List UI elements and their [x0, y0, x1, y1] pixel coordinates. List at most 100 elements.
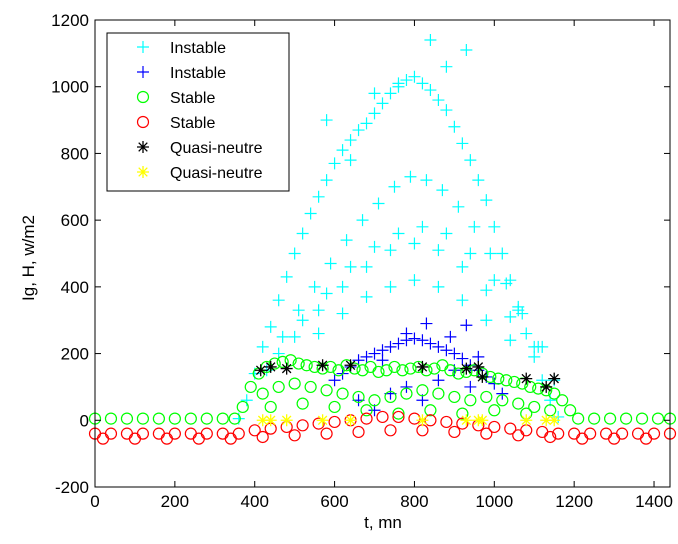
data-point — [296, 419, 309, 432]
data-point — [424, 84, 437, 97]
data-point — [324, 257, 337, 270]
y-tick-label: 1000 — [51, 78, 89, 97]
data-point — [619, 412, 633, 425]
data-point — [152, 412, 165, 425]
data-point — [460, 414, 473, 427]
data-point — [352, 390, 365, 404]
legend-label: Quasi-neutre — [170, 165, 263, 182]
data-point — [456, 137, 469, 150]
data-point — [456, 294, 469, 307]
data-point — [344, 359, 357, 372]
data-point — [480, 284, 493, 297]
data-point — [480, 390, 493, 404]
data-point — [639, 432, 653, 445]
data-point — [184, 412, 197, 425]
data-point — [254, 364, 267, 377]
data-point — [472, 350, 485, 363]
y-tick-label: -200 — [55, 478, 89, 497]
data-point — [488, 404, 501, 417]
data-point — [548, 414, 561, 427]
data-point — [328, 415, 341, 429]
data-point — [432, 280, 445, 293]
data-point — [360, 404, 373, 417]
data-point — [392, 407, 405, 420]
data-point — [292, 357, 305, 370]
data-point — [460, 362, 473, 375]
data-point — [320, 287, 333, 300]
data-point — [392, 337, 405, 350]
data-point — [440, 227, 453, 240]
series-6 — [256, 414, 561, 427]
data-point — [356, 364, 369, 377]
y-tick-label: 400 — [61, 278, 89, 297]
data-point — [284, 354, 297, 367]
data-point — [540, 380, 553, 393]
y-tick-label: 800 — [61, 144, 89, 163]
data-point — [500, 277, 513, 290]
data-point — [336, 280, 349, 293]
data-point — [472, 360, 485, 373]
data-point — [368, 87, 381, 100]
data-point — [312, 417, 325, 430]
data-point — [456, 407, 469, 420]
data-point — [168, 412, 181, 425]
data-point — [272, 380, 285, 394]
x-tick-label: 600 — [320, 492, 348, 511]
data-point — [308, 280, 321, 293]
data-point — [424, 34, 437, 47]
data-point — [160, 432, 173, 445]
data-point — [408, 237, 421, 250]
data-point — [360, 350, 373, 363]
data-point — [400, 387, 413, 400]
data-point — [508, 375, 521, 389]
data-point — [388, 180, 401, 193]
data-point — [268, 357, 281, 370]
legend-label: Stable — [170, 115, 215, 132]
data-point — [460, 319, 473, 332]
data-point — [408, 70, 421, 83]
data-point — [384, 244, 397, 257]
data-point — [436, 184, 449, 197]
data-point — [448, 120, 461, 133]
data-point — [240, 394, 253, 407]
data-point — [344, 414, 357, 427]
data-point — [444, 364, 457, 377]
data-point — [408, 332, 421, 345]
data-point — [548, 372, 561, 385]
data-point — [360, 117, 373, 130]
legend-box — [106, 32, 290, 192]
data-point — [512, 304, 525, 317]
data-point — [424, 404, 437, 417]
data-point — [392, 410, 405, 424]
data-point — [348, 362, 361, 375]
data-point — [104, 412, 118, 425]
data-point — [544, 430, 557, 444]
data-point — [136, 412, 150, 425]
data-point — [520, 414, 533, 427]
data-point — [635, 412, 649, 425]
data-point — [360, 290, 373, 303]
series-5 — [254, 359, 561, 393]
data-point — [484, 247, 497, 260]
data-point — [280, 414, 293, 427]
data-point — [336, 307, 349, 320]
data-point — [392, 227, 405, 240]
data-point — [288, 377, 301, 390]
data-point — [120, 412, 134, 425]
data-point — [376, 410, 389, 424]
data-point — [384, 87, 397, 100]
data-point — [512, 397, 525, 410]
data-point — [280, 362, 293, 375]
data-point — [564, 404, 577, 417]
data-point — [368, 240, 381, 253]
x-tick-label: 1000 — [475, 492, 513, 511]
data-point — [360, 260, 373, 273]
data-point — [607, 432, 621, 445]
data-point — [420, 174, 433, 187]
data-point — [404, 170, 417, 183]
data-point — [336, 144, 349, 157]
data-point — [384, 424, 397, 437]
data-point — [256, 414, 269, 427]
data-point — [452, 200, 465, 213]
y-axis-label: Ig, H, w/m2 — [19, 215, 38, 301]
